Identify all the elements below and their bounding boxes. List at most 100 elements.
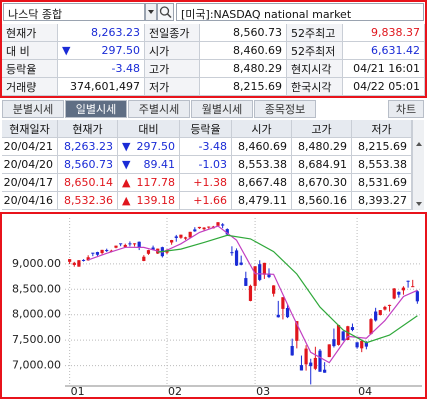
cell-text: -3.48: [111, 62, 140, 75]
cell-text: 8,263.23: [91, 26, 140, 39]
cell: 8,480.29: [292, 138, 352, 156]
candle-body: [197, 226, 202, 229]
tab[interactable]: 월별시세: [191, 100, 253, 118]
candle-body: [285, 308, 290, 318]
cell: +1.66: [180, 192, 232, 210]
cell-text: -1.03: [198, 158, 227, 171]
candle-body: [72, 262, 76, 265]
cell-text: 고가: [149, 62, 170, 76]
candle-body: [128, 243, 132, 245]
candle-body: [383, 306, 387, 310]
dropdown-icon: [148, 10, 154, 14]
candle-body: [193, 229, 197, 232]
cell-text: 8,560.73: [64, 158, 113, 171]
cell: 8,684.91: [292, 156, 352, 174]
cell-text: 20/04/16: [3, 194, 53, 207]
cell-text: 9,838.37: [371, 26, 420, 39]
candle-body: [179, 234, 183, 238]
cell: 52주최고: [287, 24, 343, 42]
cell-text: 52주최고: [291, 26, 336, 40]
candle-body: [114, 245, 118, 248]
candle-body: [318, 350, 322, 372]
cell: 현재가: [2, 24, 58, 42]
moving-average-line: [87, 225, 418, 364]
cell: 8,263.23: [58, 24, 145, 42]
tab[interactable]: 주별시세: [128, 100, 190, 118]
candle-body: [146, 250, 151, 254]
cell: 8,650.14: [58, 174, 118, 192]
candle-body: [258, 264, 262, 280]
tab[interactable]: 종목정보: [254, 100, 316, 118]
cell: 8,560.16: [292, 192, 352, 210]
cell: 거래량: [2, 78, 58, 96]
candle-body: [387, 304, 392, 306]
cell-text: 8,531.69: [358, 176, 407, 189]
candle-body: [313, 357, 317, 369]
cell-text: 전일종가: [149, 26, 190, 40]
candle-body: [253, 266, 257, 286]
cell: 8,560.73: [58, 156, 118, 174]
tab[interactable]: 일별시세: [65, 100, 127, 118]
cell: 52주최저: [287, 42, 343, 60]
cell-text: -3.48: [198, 140, 227, 153]
cell: 04/21 16:01: [343, 60, 425, 78]
cell: 8,531.69: [352, 174, 412, 192]
candle-body: [244, 278, 248, 286]
direction-arrow: ▼: [62, 44, 71, 57]
y-tick-label: 9,000.00: [12, 257, 61, 270]
candle-body: [151, 247, 155, 250]
cell: +1.38: [180, 174, 232, 192]
cell: ▲ 117.78: [118, 174, 180, 192]
cell-text: 117.78: [136, 176, 176, 189]
search-button[interactable]: [157, 3, 174, 21]
cell: 8,215.69: [352, 138, 412, 156]
cell: 9,838.37: [343, 24, 425, 42]
column-header: 등락율: [180, 120, 232, 138]
candle-body: [230, 252, 234, 254]
cell: 8,553.38: [232, 156, 292, 174]
direction-arrow: ▼: [122, 158, 131, 171]
cell: 6,631.42: [343, 42, 425, 60]
cell: 8,263.23: [58, 138, 118, 156]
candle-body: [323, 369, 327, 373]
cell-text: 8,215.69: [233, 80, 282, 93]
search-input[interactable]: 나스닥 종합: [3, 3, 145, 21]
candle-body: [248, 285, 253, 301]
cell: ▼ 297.50: [58, 42, 145, 60]
cell-text: 8,670.30: [298, 176, 347, 189]
candle-body: [360, 340, 364, 349]
cell: -1.03: [180, 156, 232, 174]
candle-body: [299, 365, 304, 371]
cell: 저가: [145, 78, 200, 96]
cell-text: 대 비: [6, 44, 30, 58]
candle-body: [188, 231, 192, 238]
cell: ▲ 139.18: [118, 192, 180, 210]
scrollbar[interactable]: [412, 120, 424, 210]
cell-text: 8,650.14: [64, 176, 113, 189]
chart-button[interactable]: 차트: [388, 100, 424, 118]
tab[interactable]: 분별시세: [2, 100, 64, 118]
candle-body: [350, 327, 355, 330]
direction-arrow: ▲: [122, 194, 131, 207]
cell: 한국시각: [287, 78, 343, 96]
cell: 20/04/20: [2, 156, 58, 174]
candle-body: [397, 291, 401, 295]
x-tick-label: 01: [71, 385, 85, 397]
candle-body: [272, 285, 276, 294]
candle-body: [202, 227, 206, 230]
scrollbar-arrows: [416, 142, 422, 206]
cell: 8,553.38: [352, 156, 412, 174]
market-label: [미국]:NASDAQ national market: [176, 3, 424, 21]
cell: 20/04/16: [2, 192, 58, 210]
column-header: 저가: [352, 120, 412, 138]
candle-body: [174, 236, 178, 238]
candle-body: [100, 249, 104, 254]
cell-text: 8,560.73: [233, 26, 282, 39]
candle-body: [267, 273, 271, 278]
dropdown-button[interactable]: [145, 3, 157, 21]
candle-body: [369, 319, 373, 335]
candle-body: [355, 342, 359, 348]
candle-body: [207, 226, 211, 228]
cell: 시가: [145, 42, 200, 60]
